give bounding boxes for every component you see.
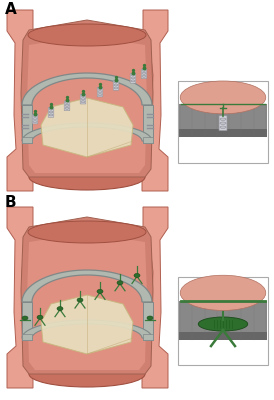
- Ellipse shape: [33, 118, 37, 120]
- Ellipse shape: [117, 281, 123, 285]
- Bar: [179, 301, 267, 340]
- Polygon shape: [143, 105, 153, 143]
- Polygon shape: [41, 295, 133, 354]
- Polygon shape: [143, 334, 153, 340]
- Polygon shape: [142, 207, 168, 388]
- Ellipse shape: [28, 24, 146, 46]
- Ellipse shape: [180, 81, 266, 114]
- FancyBboxPatch shape: [130, 74, 136, 83]
- Text: B: B: [5, 195, 17, 210]
- Ellipse shape: [98, 91, 102, 93]
- Ellipse shape: [33, 115, 37, 117]
- Bar: [179, 104, 267, 137]
- FancyBboxPatch shape: [113, 81, 119, 90]
- Ellipse shape: [131, 80, 135, 82]
- Ellipse shape: [131, 74, 135, 76]
- Ellipse shape: [142, 72, 146, 74]
- Polygon shape: [143, 302, 153, 340]
- Ellipse shape: [97, 290, 103, 294]
- Ellipse shape: [77, 298, 83, 302]
- Ellipse shape: [37, 315, 43, 319]
- Ellipse shape: [131, 77, 135, 79]
- Polygon shape: [22, 320, 152, 338]
- Ellipse shape: [29, 361, 145, 387]
- Ellipse shape: [65, 101, 69, 103]
- Bar: [179, 128, 267, 137]
- Ellipse shape: [114, 84, 118, 86]
- Ellipse shape: [98, 88, 102, 90]
- FancyBboxPatch shape: [32, 114, 38, 124]
- Ellipse shape: [220, 126, 226, 128]
- FancyBboxPatch shape: [141, 69, 147, 79]
- Ellipse shape: [81, 95, 85, 97]
- Polygon shape: [22, 123, 152, 141]
- Polygon shape: [22, 302, 32, 340]
- Ellipse shape: [220, 122, 226, 124]
- Polygon shape: [27, 233, 147, 370]
- Ellipse shape: [114, 87, 118, 89]
- Polygon shape: [22, 137, 32, 143]
- Ellipse shape: [49, 108, 53, 110]
- Ellipse shape: [65, 107, 69, 109]
- Bar: [179, 332, 267, 340]
- Polygon shape: [142, 10, 168, 191]
- Ellipse shape: [33, 121, 37, 122]
- Bar: [178, 277, 268, 365]
- Polygon shape: [41, 98, 133, 157]
- Ellipse shape: [142, 69, 146, 71]
- Polygon shape: [21, 20, 153, 177]
- Polygon shape: [27, 36, 147, 173]
- Ellipse shape: [29, 164, 145, 190]
- Ellipse shape: [49, 114, 53, 116]
- Ellipse shape: [81, 101, 85, 103]
- Polygon shape: [7, 207, 33, 388]
- Ellipse shape: [49, 111, 53, 113]
- Ellipse shape: [142, 75, 146, 77]
- Ellipse shape: [147, 316, 153, 320]
- Bar: [178, 81, 268, 163]
- Ellipse shape: [57, 307, 63, 311]
- Polygon shape: [21, 217, 153, 374]
- Ellipse shape: [198, 317, 248, 331]
- Ellipse shape: [220, 118, 226, 120]
- Polygon shape: [22, 334, 32, 340]
- Ellipse shape: [22, 316, 28, 320]
- Ellipse shape: [65, 104, 69, 106]
- Polygon shape: [22, 270, 152, 302]
- Ellipse shape: [98, 94, 102, 96]
- Text: A: A: [5, 2, 17, 17]
- Polygon shape: [22, 105, 32, 143]
- Polygon shape: [22, 73, 152, 105]
- FancyBboxPatch shape: [97, 87, 103, 97]
- Polygon shape: [7, 10, 33, 191]
- FancyBboxPatch shape: [219, 116, 227, 131]
- Ellipse shape: [134, 274, 140, 278]
- Ellipse shape: [81, 98, 85, 100]
- FancyBboxPatch shape: [80, 94, 86, 104]
- Ellipse shape: [28, 221, 146, 243]
- Ellipse shape: [114, 81, 118, 83]
- FancyBboxPatch shape: [64, 101, 70, 111]
- FancyBboxPatch shape: [48, 108, 54, 117]
- Polygon shape: [143, 137, 153, 143]
- Ellipse shape: [180, 275, 266, 310]
